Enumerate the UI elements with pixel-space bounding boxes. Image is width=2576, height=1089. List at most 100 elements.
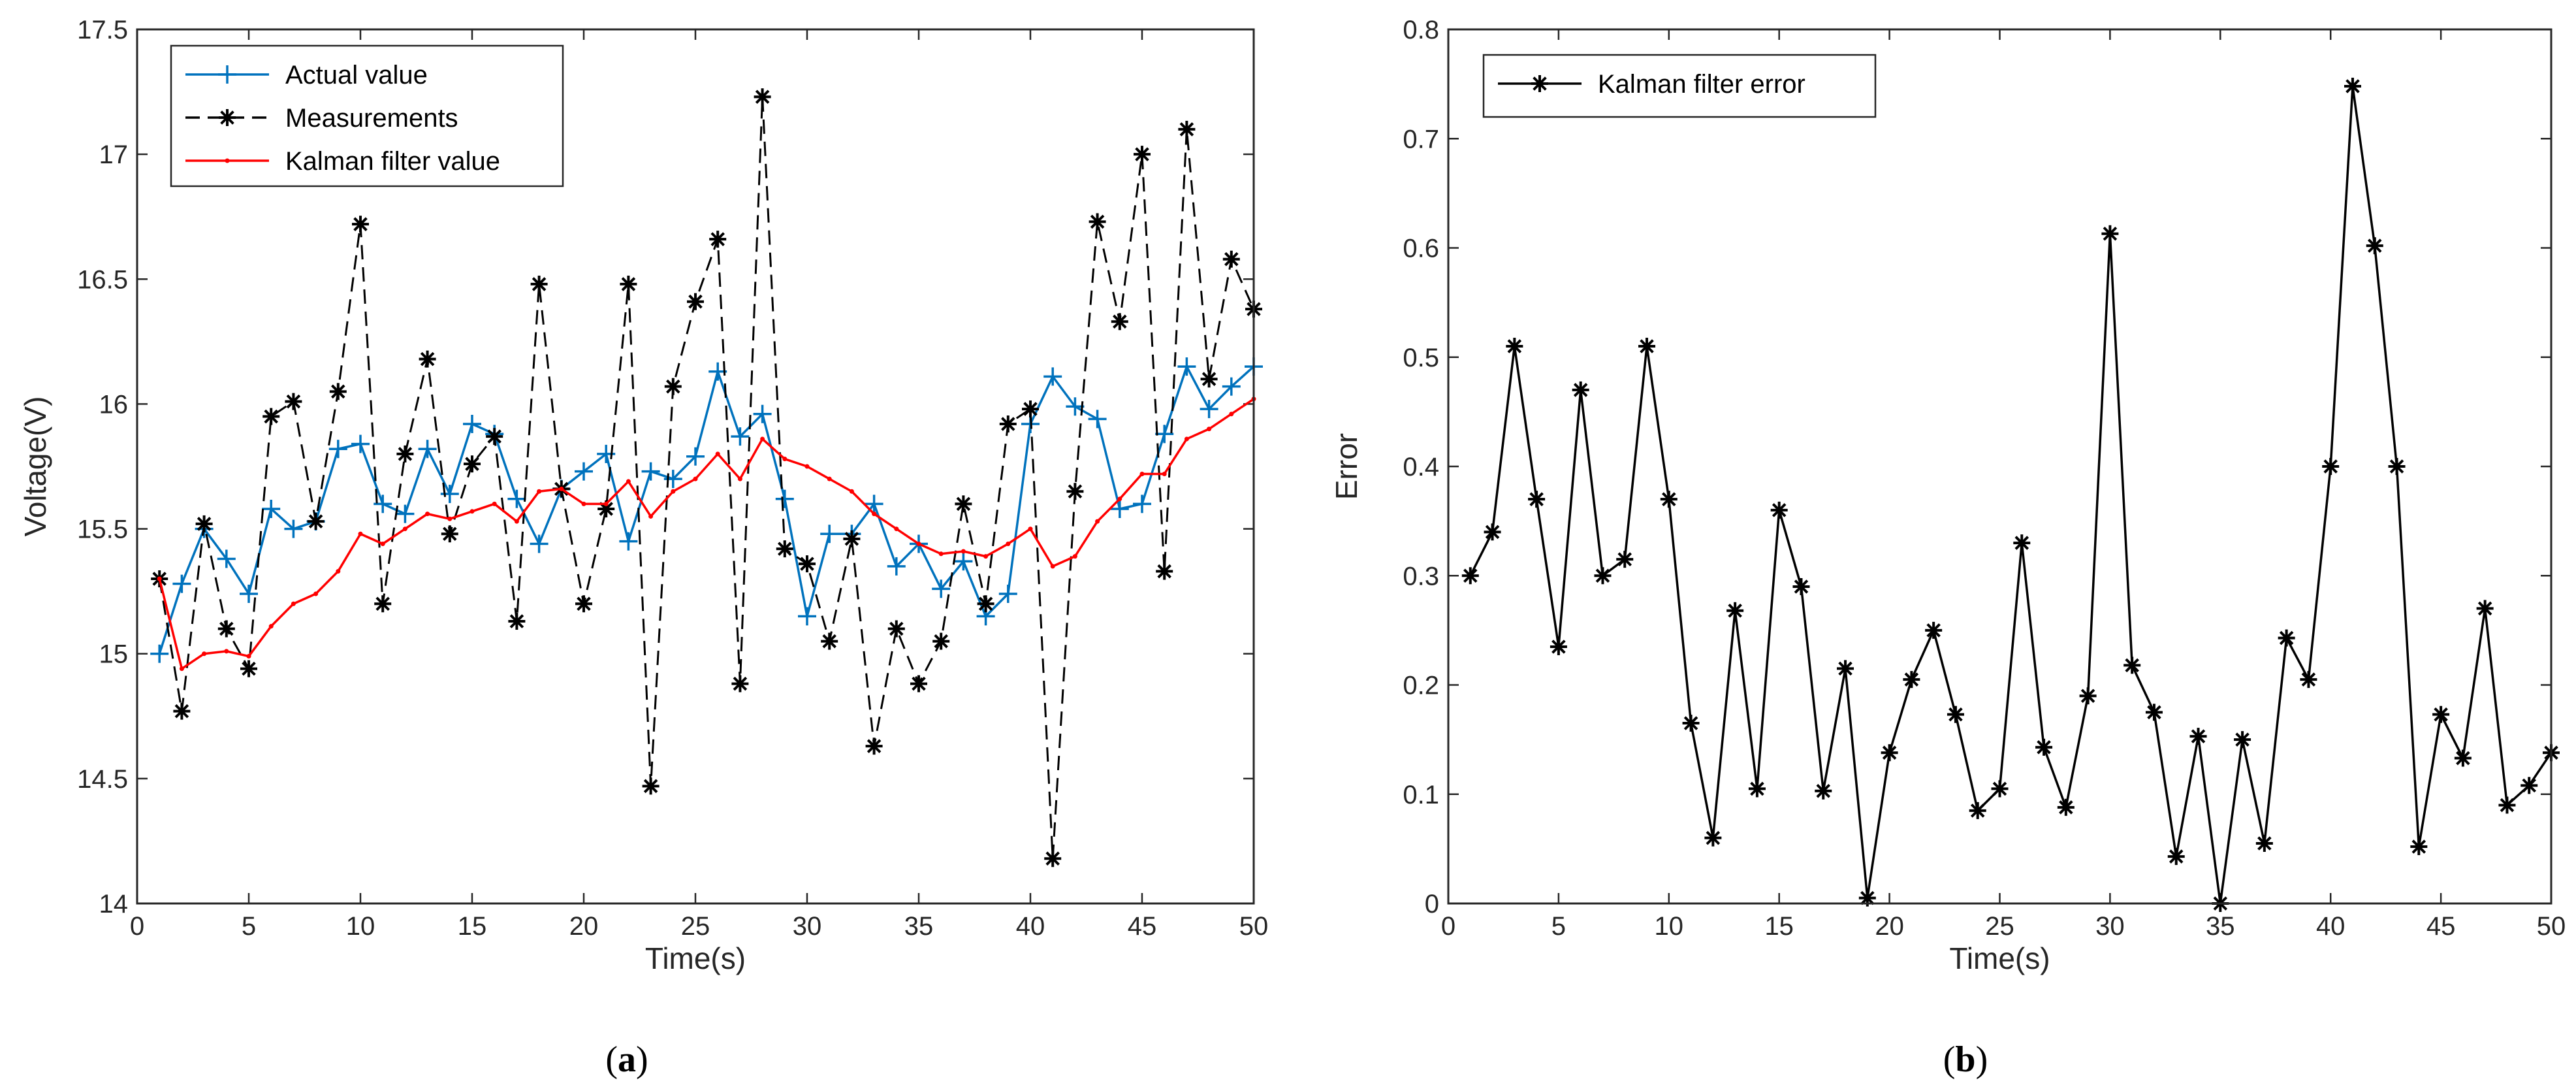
data-point xyxy=(418,440,437,459)
data-point xyxy=(530,534,549,553)
data-point xyxy=(224,649,229,654)
data-point xyxy=(983,554,989,559)
y-tick-label: 0 xyxy=(1425,890,1439,918)
data-point xyxy=(2167,848,2185,866)
data-point xyxy=(1089,213,1106,231)
data-point xyxy=(2234,731,2251,749)
data-point xyxy=(1682,715,1700,732)
data-point xyxy=(1528,491,1546,508)
data-point xyxy=(336,569,341,574)
legend-box xyxy=(170,44,564,187)
data-point xyxy=(782,457,787,462)
data-point xyxy=(2410,838,2428,856)
data-point xyxy=(760,436,765,442)
data-point xyxy=(507,489,526,508)
data-point xyxy=(1006,542,1011,547)
data-point xyxy=(329,383,347,400)
y-tick-label: 0.6 xyxy=(1403,235,1439,263)
x-tick-label: 40 xyxy=(1016,912,1045,941)
data-point xyxy=(709,231,727,248)
caption-open-paren: ( xyxy=(1943,1039,1956,1080)
panel-a-voltage-chart: 0 5 10 15 20 25 30 35 40 45 50 14 14.5 15 15.5 16 16.5 17… xyxy=(18,16,1268,1080)
data-point xyxy=(2454,749,2472,767)
data-point xyxy=(1133,495,1151,513)
data-point xyxy=(1222,250,1240,268)
data-point xyxy=(999,415,1017,433)
data-point xyxy=(217,620,235,638)
data-point xyxy=(1162,471,1167,476)
x-tick-label: 15 xyxy=(1764,912,1794,941)
caption-close-paren: ) xyxy=(636,1039,648,1080)
data-point xyxy=(603,501,609,506)
data-point xyxy=(799,555,816,573)
data-point xyxy=(798,607,816,626)
data-point xyxy=(2101,225,2119,242)
series-line xyxy=(158,398,1254,670)
data-point xyxy=(2344,77,2361,95)
legend-item: Actual value xyxy=(185,61,428,89)
x-tick-label: 10 xyxy=(346,912,375,941)
data-point xyxy=(463,415,481,434)
panel-caption: (b) xyxy=(1943,1039,1988,1080)
caption-open-paren: ( xyxy=(605,1039,618,1080)
data-point xyxy=(664,378,682,395)
x-tick-label: 0 xyxy=(1441,912,1455,941)
data-point xyxy=(753,404,772,423)
x-tick-label: 35 xyxy=(2206,912,2235,941)
data-point xyxy=(1770,501,1788,519)
data-point xyxy=(240,660,257,677)
data-point xyxy=(1139,471,1145,476)
data-point xyxy=(1095,519,1100,524)
data-point xyxy=(530,275,548,293)
data-point xyxy=(1594,567,1612,585)
data-point xyxy=(1461,567,1479,585)
x-tick-label: 25 xyxy=(681,912,710,941)
y-tick-label: 15.5 xyxy=(77,515,128,544)
x-tick-label: 15 xyxy=(458,912,487,941)
x-tick-label: 25 xyxy=(1985,912,2014,941)
y-tick-label: 15 xyxy=(99,640,129,669)
data-point xyxy=(173,702,191,720)
data-point xyxy=(1050,564,1055,569)
y-tick-label: 0.8 xyxy=(1403,16,1439,44)
data-point xyxy=(217,549,236,568)
data-point xyxy=(2189,728,2207,745)
data-point xyxy=(1043,367,1062,386)
data-point xyxy=(1925,621,1943,639)
series-kalman-filter-error xyxy=(1461,77,2560,912)
legend-box xyxy=(1482,54,1877,118)
data-point xyxy=(2498,796,2516,814)
y-tick-label: 0.3 xyxy=(1403,562,1439,591)
data-point xyxy=(1704,829,1722,847)
data-point xyxy=(2520,777,2538,794)
data-point xyxy=(1117,496,1122,502)
x-tick-label: 30 xyxy=(2095,912,2125,941)
data-point xyxy=(419,350,436,368)
data-point xyxy=(351,434,370,453)
data-point xyxy=(1837,660,1854,677)
data-point xyxy=(872,512,877,517)
x-tick-label: 30 xyxy=(793,912,822,941)
data-point xyxy=(2035,738,2053,756)
y-tick-label: 16.5 xyxy=(77,265,128,294)
data-point xyxy=(916,542,921,547)
y-axis-label: Voltage(V) xyxy=(18,397,52,537)
legend-marker xyxy=(218,65,236,84)
data-point xyxy=(820,525,839,544)
data-point xyxy=(1903,671,1920,689)
data-point xyxy=(291,601,296,606)
data-point xyxy=(1748,780,1766,798)
x-tick-label: 20 xyxy=(1875,912,1904,941)
data-point xyxy=(687,293,704,310)
data-point xyxy=(775,489,794,508)
data-point xyxy=(262,499,281,518)
data-point xyxy=(865,495,883,513)
data-point xyxy=(686,447,705,466)
data-point xyxy=(447,516,453,521)
panel-b-error-chart: 0 5 10 15 20 25 30 35 40 45 50 0 0.1 0.2 0.3 0.4 0.5 0.6 0… xyxy=(1329,16,2566,1080)
data-point xyxy=(1088,410,1107,429)
data-point xyxy=(849,489,854,494)
data-point xyxy=(1184,436,1189,442)
data-point xyxy=(1207,427,1212,432)
data-point xyxy=(932,632,950,650)
